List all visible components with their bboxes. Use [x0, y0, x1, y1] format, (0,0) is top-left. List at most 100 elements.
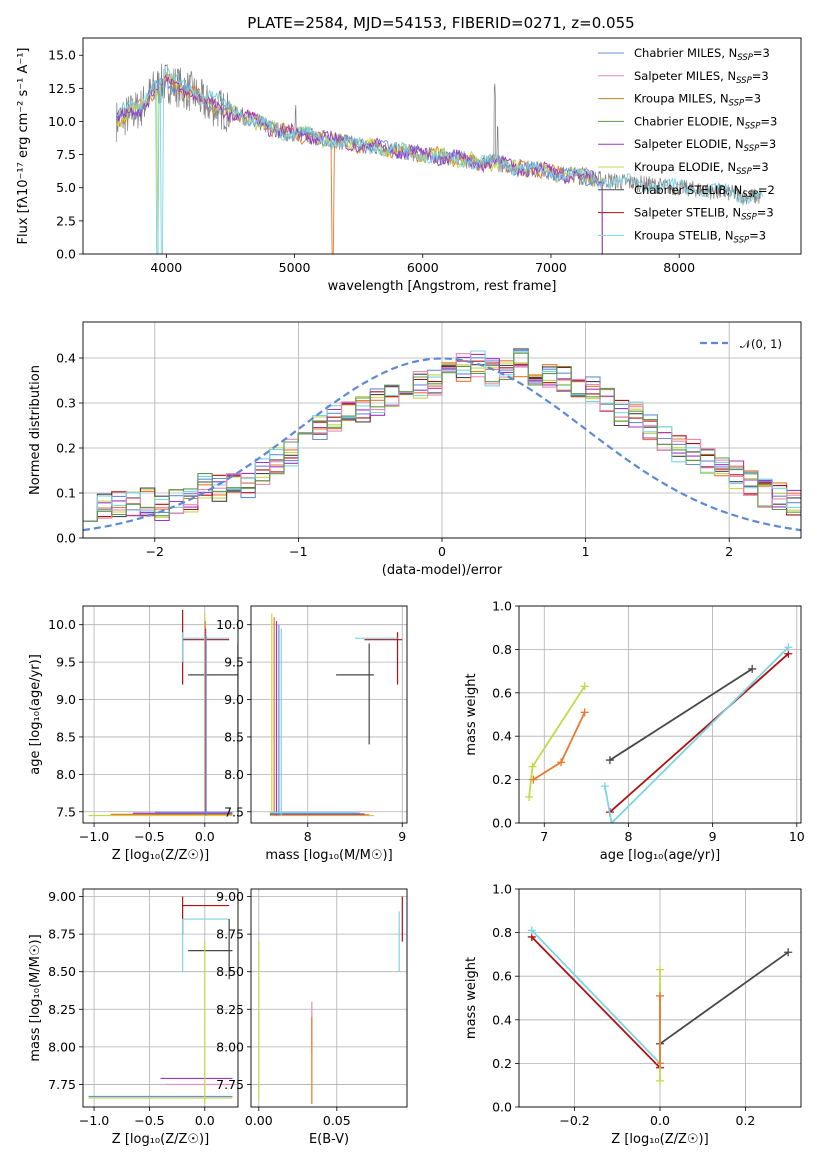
y-ticks: 0.0 0.1 0.2 0.3 0.4	[56, 351, 83, 546]
x-ticks: 7 8 9 10	[540, 823, 805, 844]
x-tick-label: −0.5	[134, 1113, 164, 1128]
data-point-marker	[580, 708, 589, 717]
legend-sub: SSP	[745, 121, 761, 131]
legend-sub: SSP	[737, 53, 753, 63]
y-tick-label: 8.50	[48, 964, 76, 979]
axes-4: 7 8 9 10 0.0 0.2 0.4 0.6 0.8 1.0 age [log₁₀(age/yr…	[464, 599, 805, 864]
data-point-marker	[600, 782, 609, 791]
legend-tail: =3	[760, 114, 777, 128]
axes-7: −0.2 0.0 0.2 0.0 0.2 0.4 0.6 0.8 1.0 Z [log₁₀(Z/Z…	[464, 882, 802, 1147]
x-tick-label: 5000	[279, 260, 311, 275]
legend-sub: SSP	[741, 213, 757, 223]
x-tick-label: 8000	[663, 260, 695, 275]
x-tick-label: 0.0	[195, 1113, 215, 1128]
legend-tail: =3	[752, 69, 769, 83]
axes-frame	[82, 37, 802, 255]
y-tick-label: 2.5	[56, 213, 76, 228]
axes-frame	[82, 605, 239, 824]
data-point-marker	[529, 775, 538, 784]
legend-entry: Chabrier STELIB, NSSP=2	[634, 183, 775, 200]
series-line-kroupa-stelib	[604, 646, 790, 823]
x-tick-label: 9	[709, 829, 717, 844]
x-tick-label: −1	[289, 544, 307, 559]
x-axis-label: mass [log₁₀(M/M☉)]	[265, 848, 392, 863]
y-tick-label: 0.1	[56, 486, 76, 501]
y-tick-label: 9.0	[56, 692, 76, 707]
y-ticks: 7.5 8.0 8.5 9.0 9.5 10.0	[216, 617, 251, 819]
y-tick-label: 8.5	[56, 729, 76, 744]
data-point-marker	[748, 664, 757, 673]
plot-area	[269, 613, 403, 817]
data-point-marker	[607, 819, 616, 823]
legend-label: Kroupa STELIB, N	[634, 228, 734, 242]
axes-frame	[82, 321, 802, 539]
legend-tail: =3	[744, 92, 761, 106]
x-tick-label: −2	[146, 544, 164, 559]
axes-frame	[250, 605, 408, 824]
legend-tail: =3	[759, 137, 776, 151]
spectrum-title: PLATE=2584, MJD=54153, FIBERID=0271, z=0…	[247, 14, 634, 32]
legend-entry: Salpeter STELIB, NSSP=3	[634, 206, 774, 223]
x-tick-label: 0.05	[323, 1113, 351, 1128]
y-tick-label: 9.00	[216, 889, 244, 904]
data-point-marker	[528, 762, 537, 771]
histogram-chabrier-elodie	[83, 352, 801, 522]
x-axis-label: age [log₁₀(age/yr)]	[600, 848, 721, 863]
y-axis-label: mass weight	[464, 673, 479, 755]
data-point-marker	[605, 756, 614, 765]
y-tick-label: 0.4	[492, 729, 512, 744]
x-axis-label: E(B-V)	[309, 1132, 349, 1147]
series-line-salpeter-stelib	[609, 653, 789, 813]
data-point-marker	[557, 758, 566, 767]
x-tick-label: 1	[582, 544, 590, 559]
y-tick-label: 10.0	[216, 617, 244, 632]
y-tick-label: 0.3	[56, 396, 76, 411]
y-tick-label: 0.8	[492, 925, 512, 940]
plot-layer: 4000 5000 6000 7000 80000.02.55.07.510.012.5…	[16, 37, 805, 1147]
x-tick-label: 0	[438, 544, 446, 559]
y-tick-label: 8.00	[48, 1039, 76, 1054]
y-tick-label: 0.2	[56, 441, 76, 456]
y-tick-label: 0.6	[492, 969, 512, 984]
axes-0: 4000 5000 6000 7000 8000 0.0 2.5 5.0 7.5 10.0 12.5…	[16, 37, 802, 294]
plot-area	[88, 609, 238, 817]
axes-6: 0.00 0.05 7.75 8.00 8.25 8.50 8.75 9.00 E(B-V)	[216, 888, 408, 1147]
y-tick-label: 8.50	[216, 964, 244, 979]
x-ticks: −1.0 −0.5 0.0	[79, 823, 215, 844]
x-tick-label: −0.5	[134, 829, 164, 844]
legend-label: Chabrier ELODIE, N	[634, 114, 745, 128]
y-tick-label: 7.75	[216, 1077, 244, 1092]
y-ticks: 0.0 2.5 5.0 7.5 10.0 12.5 15.0	[48, 48, 83, 262]
x-axis-label: (data-model)/error	[382, 563, 503, 578]
y-tick-label: 7.75	[48, 1077, 76, 1092]
x-tick-label: 9	[398, 829, 406, 844]
y-tick-label: 8.0	[56, 767, 76, 782]
y-tick-label: 9.00	[48, 889, 76, 904]
y-tick-label: 8.25	[216, 1002, 244, 1017]
y-axis-label: Flux [fλ10⁻¹⁷ erg cm⁻² s⁻¹ A⁻¹]	[16, 48, 31, 245]
x-axis-label: Z [log₁₀(Z/Z☉)]	[112, 848, 209, 863]
data-point-marker	[656, 1076, 664, 1085]
axes-2: −1.0 −0.5 0.0 7.5 8.0 8.5 9.0 9.5 10.0 Z [log₁₀(Z…	[28, 605, 239, 863]
legend-sub: SSP	[736, 76, 752, 86]
y-tick-label: 0.0	[56, 247, 76, 262]
legend-sub: SSP	[744, 144, 760, 154]
x-tick-label: 10	[789, 829, 805, 844]
x-tick-label: 6000	[407, 260, 439, 275]
series-line-chabrier-stelib	[659, 951, 789, 1045]
y-tick-label: 8.75	[216, 927, 244, 942]
x-tick-label: 0.0	[195, 829, 215, 844]
y-tick-label: 9.5	[56, 655, 76, 670]
legend-label: Salpeter MILES, N	[634, 69, 736, 83]
legend: 𝒩(0, 1)	[700, 337, 782, 351]
y-ticks: 7.75 8.00 8.25 8.50 8.75 9.00	[48, 889, 83, 1092]
legend-entry: Chabrier ELODIE, NSSP=3	[634, 114, 777, 131]
legend-sub: SSP	[736, 167, 752, 177]
y-tick-label: 8.5	[224, 729, 244, 744]
y-axis-label: age [log₁₀(age/yr)]	[28, 654, 43, 775]
observed-spectrum	[115, 63, 762, 205]
x-tick-label: 8	[624, 829, 632, 844]
y-tick-label: 10.0	[48, 617, 76, 632]
x-tick-label: 2	[725, 544, 733, 559]
